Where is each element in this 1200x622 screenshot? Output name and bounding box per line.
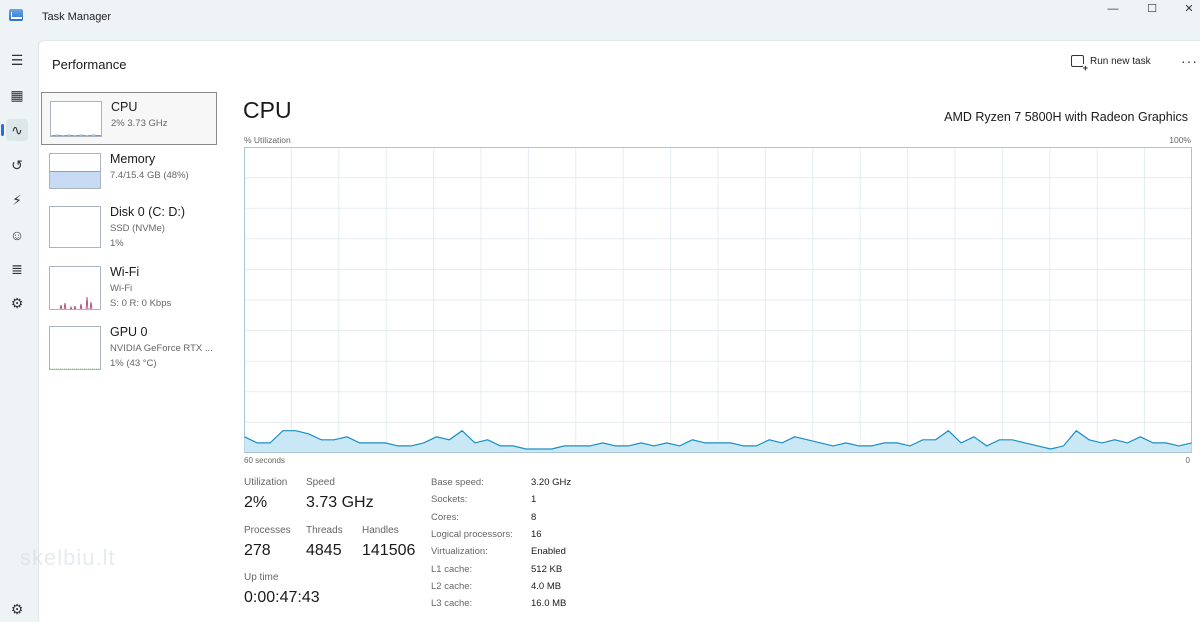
watermark: skelbiu.lt <box>20 545 116 570</box>
device-name: GPU 0 <box>110 325 148 339</box>
utilization-value: 2% <box>244 494 268 511</box>
device-item-gpu[interactable]: GPU 0 NVIDIA GeForce RTX ... 1% (43 °C) <box>41 318 217 378</box>
utilization-axis-label: % Utilization <box>244 135 291 145</box>
handles-value: 141506 <box>362 542 416 559</box>
device-list: CPU 2% 3.73 GHz Memory 7.4/15.4 GB (48%)… <box>41 92 217 378</box>
cpu-model-name: AMD Ryzen 7 5800H with Radeon Graphics <box>944 110 1188 124</box>
performance-icon[interactable]: ∿ <box>1 119 28 141</box>
main-panel: Performance Run new task ··· CPU 2% 3.73… <box>38 40 1200 622</box>
utilization-label: Utilization <box>244 477 288 488</box>
threads-label: Threads <box>306 525 343 536</box>
cpu-heading: CPU <box>243 97 292 123</box>
maximize-button[interactable]: ☐ <box>1147 3 1157 15</box>
processes-label: Processes <box>244 525 291 536</box>
device-detail: 1% <box>110 238 124 249</box>
uptime-value: 0:00:47:43 <box>244 589 320 606</box>
device-name: Memory <box>110 152 156 166</box>
device-item-disk[interactable]: Disk 0 (C: D:) SSD (NVMe) 1% <box>41 198 217 258</box>
speed-label: Speed <box>306 477 335 488</box>
startup-apps-icon[interactable]: ⚡ <box>12 192 22 208</box>
run-new-task-label: Run new task <box>1090 55 1151 67</box>
navigation-rail: ☰ ▦ ∿ ↺ ⚡ ☺ ≣ ⚙ ⚙ <box>0 40 38 622</box>
device-detail: 2% 3.73 GHz <box>111 118 168 129</box>
disk-thumbnail-graph <box>49 206 101 248</box>
time-axis-end-label: 0 <box>1185 456 1190 465</box>
spec-value: 512 KB <box>531 564 563 575</box>
device-name: CPU <box>111 100 138 114</box>
processes-value: 278 <box>244 542 271 559</box>
time-axis-start-label: 60 seconds <box>244 456 285 465</box>
device-item-cpu[interactable]: CPU 2% 3.73 GHz <box>41 92 217 145</box>
cpu-utilization-area <box>244 430 1192 452</box>
app-history-icon[interactable]: ↺ <box>11 157 23 173</box>
spec-label: L2 cache: <box>431 581 473 592</box>
device-name: Wi-Fi <box>110 265 140 279</box>
cpu-mini-chart <box>51 134 101 136</box>
spec-label: L1 cache: <box>431 564 473 575</box>
spec-value: 3.20 GHz <box>531 477 572 488</box>
services-icon[interactable]: ⚙ <box>10 295 24 311</box>
settings-icon[interactable]: ⚙ <box>10 601 24 617</box>
spec-label: Virtualization: <box>431 546 488 557</box>
uptime-label: Up time <box>244 572 279 583</box>
device-detail: Wi-Fi <box>110 283 133 294</box>
spec-label: Base speed: <box>431 477 484 488</box>
handles-label: Handles <box>362 525 399 536</box>
title-bar: Task Manager — ☐ ✕ <box>0 0 1200 38</box>
spec-label: Cores: <box>431 512 459 523</box>
device-name: Disk 0 (C: D:) <box>110 205 185 219</box>
cpu-thumbnail-graph <box>50 101 102 137</box>
device-detail: SSD (NVMe) <box>110 223 165 234</box>
spec-label: L3 cache: <box>431 598 473 609</box>
gpu-mini-chart <box>50 368 100 369</box>
spec-value: Enabled <box>531 546 566 557</box>
page-title: Performance <box>52 57 127 72</box>
threads-value: 4845 <box>306 542 342 559</box>
users-icon[interactable]: ☺ <box>9 227 25 243</box>
close-button[interactable]: ✕ <box>1184 3 1194 15</box>
details-icon[interactable]: ≣ <box>11 261 23 277</box>
window-title: Task Manager <box>42 11 112 23</box>
device-item-wifi[interactable]: Wi-Fi Wi-Fi S: 0 R: 0 Kbps <box>41 258 217 318</box>
cpu-utilization-graph <box>244 147 1192 453</box>
spec-label: Logical processors: <box>431 529 513 540</box>
hamburger-menu-icon[interactable]: ☰ <box>10 52 24 68</box>
spec-value: 8 <box>531 512 537 523</box>
cpu-utilization-line <box>244 429 1192 450</box>
device-detail: 7.4/15.4 GB (48%) <box>110 170 189 181</box>
spec-value: 16 <box>531 529 542 540</box>
gpu-thumbnail-graph <box>49 326 101 370</box>
processes-icon[interactable]: ▦ <box>10 87 24 103</box>
spec-label: Sockets: <box>431 494 468 505</box>
spec-value: 16.0 MB <box>531 598 567 609</box>
wifi-thumbnail-graph <box>49 266 101 310</box>
device-item-memory[interactable]: Memory 7.4/15.4 GB (48%) <box>41 145 217 198</box>
cpu-utilization-chart <box>244 147 1192 453</box>
spec-value: 1 <box>531 494 537 505</box>
task-manager-app-icon <box>9 9 23 21</box>
device-detail: 1% (43 °C) <box>110 358 157 369</box>
more-options-button[interactable]: ··· <box>1181 53 1198 69</box>
run-task-icon <box>1071 55 1089 73</box>
utilization-max-label: 100% <box>1169 135 1191 145</box>
minimize-button[interactable]: — <box>1107 3 1119 15</box>
spec-value: 4.0 MB <box>531 581 562 592</box>
speed-value: 3.73 GHz <box>306 494 374 511</box>
memory-thumbnail-graph <box>49 153 101 189</box>
run-new-task-button[interactable]: Run new task <box>1071 55 1151 73</box>
device-detail: S: 0 R: 0 Kbps <box>110 298 172 309</box>
device-detail: NVIDIA GeForce RTX ... <box>110 343 213 354</box>
wifi-mini-chart <box>59 296 93 309</box>
memory-fill <box>50 171 100 188</box>
